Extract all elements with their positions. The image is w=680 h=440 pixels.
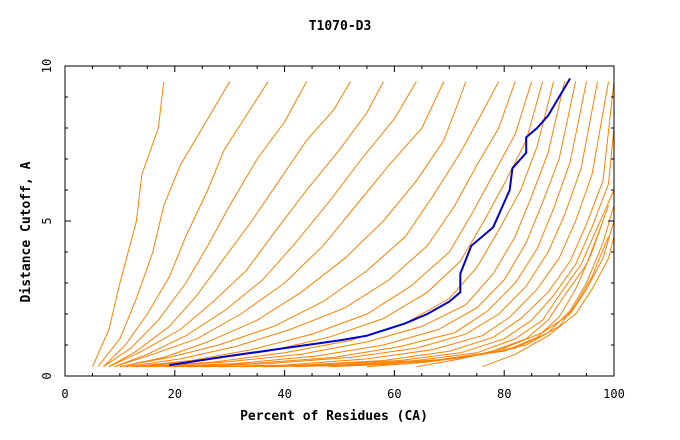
series-line-8 <box>114 81 445 368</box>
series-line-21 <box>218 127 615 368</box>
series-line-17 <box>163 81 587 368</box>
series-line-11 <box>125 81 516 368</box>
series-line-14 <box>141 81 555 368</box>
series-line-22 <box>240 189 615 368</box>
y-tick-label: 0 <box>40 372 54 379</box>
x-tick-label: 60 <box>387 387 401 401</box>
series-line-26 <box>366 236 609 368</box>
series-line-16 <box>152 81 577 368</box>
series-line-20 <box>202 81 615 368</box>
series-line-10 <box>119 81 500 368</box>
series-line-4 <box>103 81 308 368</box>
series-line-19 <box>185 81 609 368</box>
series-line-7 <box>114 81 417 368</box>
series-layer <box>92 77 615 368</box>
series-line-5 <box>108 81 351 368</box>
series-line-9 <box>119 81 467 368</box>
x-tick-label: 40 <box>277 387 291 401</box>
plot-frame <box>64 65 615 377</box>
y-tick-label: 5 <box>40 217 54 224</box>
chart-title: T1070-D3 <box>309 19 372 34</box>
series-line-2 <box>97 81 231 368</box>
x-tick-label: 100 <box>603 387 625 401</box>
x-tick-label: 0 <box>61 387 68 401</box>
series-line-12 <box>130 81 533 368</box>
series-line-6 <box>108 81 384 368</box>
x-axis-label: Percent of Residues (CA) <box>240 409 428 424</box>
highlight-series-line <box>169 77 571 367</box>
series-line-18 <box>174 81 598 368</box>
series-line-24 <box>295 205 609 368</box>
y-tick-label: 10 <box>40 59 54 73</box>
series-line-3 <box>103 81 269 368</box>
x-tick-label: 20 <box>168 387 182 401</box>
series-line-1 <box>92 81 165 367</box>
x-tick-label: 80 <box>497 387 511 401</box>
axes-layer: 0 20 40 60 80 100 0 5 10 <box>40 59 625 401</box>
y-axis-label: Distance Cutoff, A <box>19 161 34 302</box>
series-line-15 <box>147 81 566 368</box>
series-line-28 <box>482 236 615 368</box>
series-line-27 <box>416 220 615 368</box>
